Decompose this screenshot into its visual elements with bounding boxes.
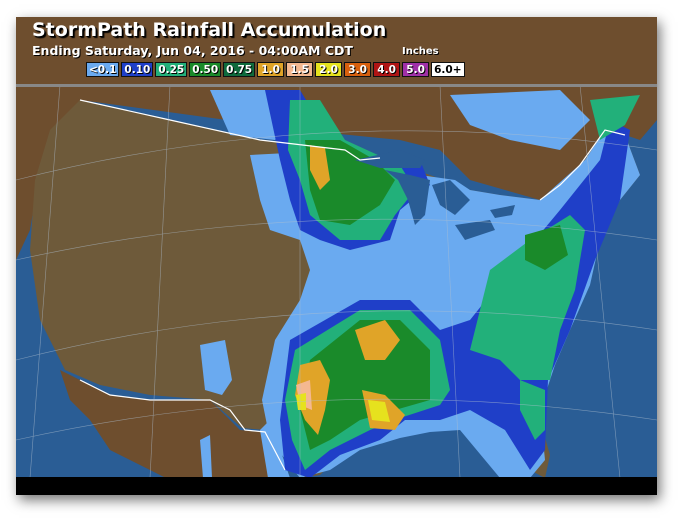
legend-swatch: 6.0+ (431, 62, 465, 77)
legend-swatch: 0.75 (223, 62, 256, 77)
rainfall-legend: <0.1 0.10 0.25 0.50 0.75 1.0 1.5 2.0 3.0… (86, 62, 465, 77)
legend-swatch: 3.0 (344, 62, 372, 77)
legend-swatch: 0.10 (121, 62, 154, 77)
great-lakes (355, 150, 515, 240)
legend-swatch: 0.25 (155, 62, 188, 77)
units-label: Inches (402, 46, 439, 57)
legend-swatch: 5.0 (402, 62, 430, 77)
legend-swatch: 4.0 (373, 62, 401, 77)
rainfall-overlay (200, 90, 640, 478)
mexico-land (60, 370, 275, 495)
borders (79, 99, 626, 471)
rainfall-map: StormPath Rainfall Accumulation Ending S… (16, 17, 657, 495)
map-canvas (16, 17, 657, 495)
legend-swatch: 1.5 (286, 62, 314, 77)
legend-swatch: 2.0 (315, 62, 343, 77)
map-header: StormPath Rainfall Accumulation Ending S… (16, 17, 657, 85)
map-title: StormPath Rainfall Accumulation (32, 19, 387, 41)
header-divider (16, 84, 657, 87)
map-subtitle: Ending Saturday, Jun 04, 2016 - 04:00AM … (32, 43, 353, 58)
graticule (16, 84, 657, 479)
legend-swatch: 0.50 (189, 62, 222, 77)
legend-swatch: <0.1 (86, 62, 120, 77)
bottom-bar (16, 477, 657, 495)
legend-swatch: 1.0 (257, 62, 285, 77)
